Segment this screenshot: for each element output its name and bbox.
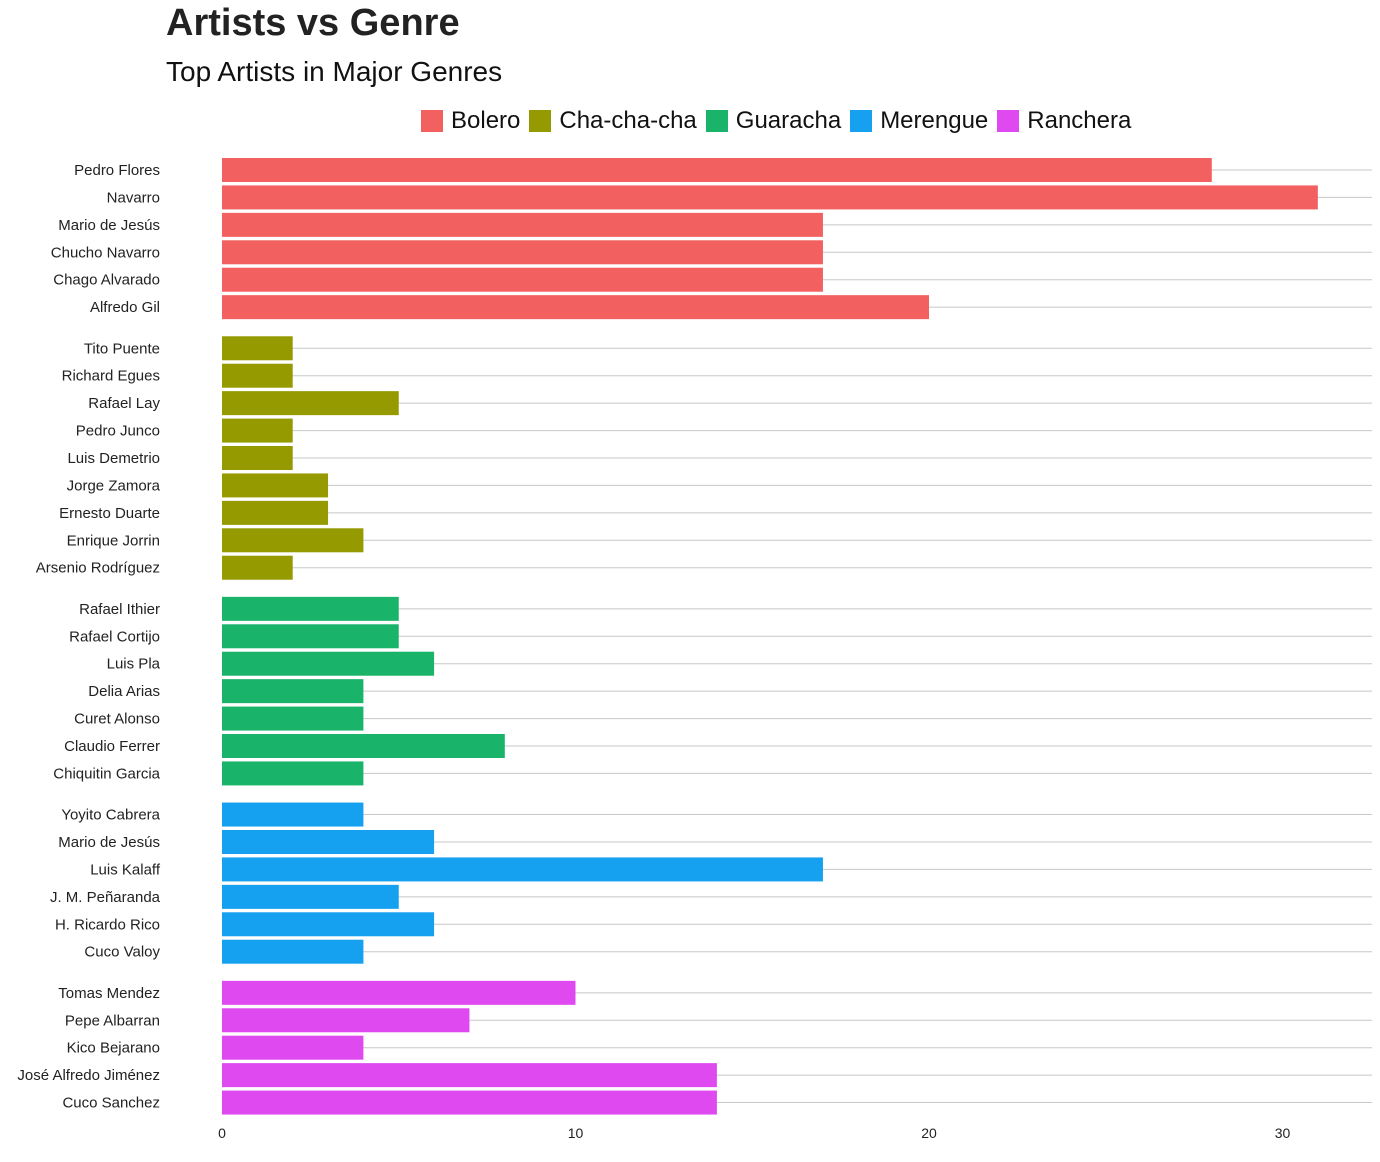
bar-merengue-luis-kalaff xyxy=(222,857,823,882)
bar-cha-cha-cha-jorge-zamora xyxy=(222,473,329,498)
y-tick-label: H. Ricardo Rico xyxy=(55,916,160,933)
legend-label-merengue: Merengue xyxy=(880,107,989,134)
y-tick-label: Luis Demetrio xyxy=(67,450,160,467)
y-tick-label: Luis Pla xyxy=(107,656,161,673)
y-tick-label: Mario de Jesús xyxy=(58,217,160,234)
y-tick-label: Rafael Ithier xyxy=(79,601,160,618)
y-tick-label: Enrique Jorrin xyxy=(67,532,160,549)
legend-swatch-guaracha xyxy=(705,110,728,132)
legend-item-merengue: Merengue xyxy=(850,107,988,135)
bar-merengue-j-m-penaranda xyxy=(222,884,399,909)
x-tick-label: 30 xyxy=(1275,1125,1291,1141)
legend-item-ranchera: Ranchera xyxy=(997,107,1131,135)
x-tick-label: 20 xyxy=(921,1125,937,1141)
y-tick-label: Chiquitin Garcia xyxy=(53,765,160,782)
y-tick-label: Arsenio Rodríguez xyxy=(36,560,160,577)
bar-merengue-h-ricardo-rico xyxy=(222,912,435,937)
y-tick-label: José Alfredo Jiménez xyxy=(17,1067,160,1084)
bar-ranchera-tomas-mendez xyxy=(222,980,576,1005)
bar-cha-cha-cha-rafael-lay xyxy=(222,391,399,416)
bar-guaracha-rafael-ithier xyxy=(222,596,399,621)
y-tick-label: Tito Puente xyxy=(84,340,160,357)
y-tick-label: Chago Alvarado xyxy=(53,272,160,289)
y-tick-label: Pepe Albarran xyxy=(65,1012,160,1029)
bar-cha-cha-cha-arsenio-rodriguez xyxy=(222,555,293,580)
legend-label-guaracha: Guaracha xyxy=(735,107,842,134)
bar-bolero-mario-de-jesus xyxy=(222,212,823,237)
x-tick-label: 10 xyxy=(568,1125,584,1141)
y-tick-label: Curet Alonso xyxy=(74,711,160,728)
y-tick-label: Chucho Navarro xyxy=(51,244,160,261)
bar-merengue-yoyito-cabrera xyxy=(222,802,364,827)
bar-cha-cha-cha-tito-puente xyxy=(222,336,293,361)
legend-swatch-bolero xyxy=(421,110,443,132)
y-tick-label: Richard Egues xyxy=(62,368,160,385)
y-tick-label: Pedro Flores xyxy=(74,162,160,179)
y-tick-label: Kico Bejarano xyxy=(67,1040,160,1057)
bar-bolero-alfredo-gil xyxy=(222,295,929,320)
bar-merengue-mario-de-jesus xyxy=(222,829,435,854)
bar-guaracha-chiquitin-garcia xyxy=(222,761,364,786)
y-tick-label: Delia Arias xyxy=(88,683,160,700)
bar-cha-cha-cha-enrique-jorrin xyxy=(222,528,364,553)
y-tick-label: Alfredo Gil xyxy=(90,299,160,316)
x-tick-label: 0 xyxy=(218,1125,226,1141)
y-tick-label: Ernesto Duarte xyxy=(59,505,160,522)
y-tick-label: J. M. Peñaranda xyxy=(50,889,161,906)
legend-label-bolero: Bolero xyxy=(451,107,521,134)
bar-guaracha-claudio-ferrer xyxy=(222,734,505,758)
legend-item-bolero: Bolero xyxy=(421,107,520,135)
bar-bolero-chago-alvarado xyxy=(222,267,823,292)
legend: Bolero Cha-cha-cha Guaracha Merengue Ran… xyxy=(421,105,1140,137)
y-tick-label: Tomas Mendez xyxy=(58,985,160,1002)
bar-cha-cha-cha-richard-egues xyxy=(222,363,293,388)
bars xyxy=(222,158,1318,1115)
bar-bolero-navarro xyxy=(222,185,1318,210)
bar-bolero-chucho-navarro xyxy=(222,240,823,265)
legend-swatch-cha-cha-cha xyxy=(529,110,552,132)
y-tick-label: Yoyito Cabrera xyxy=(61,807,160,824)
bar-guaracha-curet-alonso xyxy=(222,706,364,731)
legend-item-cha-cha-cha: Cha-cha-cha xyxy=(529,107,697,135)
y-tick-labels: Pedro Flores Navarro Mario de Jesús Chucho … xyxy=(17,162,160,1112)
legend-item-guaracha: Guaracha xyxy=(705,107,842,135)
y-tick-label: Cuco Valoy xyxy=(84,944,160,961)
bar-cha-cha-cha-pedro-junco xyxy=(222,418,293,443)
bar-ranchera-jose-alfredo-jimenez xyxy=(222,1063,717,1088)
bar-ranchera-pepe-albarran xyxy=(222,1008,470,1033)
y-tick-label: Luis Kalaff xyxy=(90,861,161,878)
y-tick-label: Navarro xyxy=(107,189,160,206)
y-tick-label: Cuco Sanchez xyxy=(62,1095,160,1112)
bar-merengue-cuco-valoy xyxy=(222,939,364,964)
y-tick-label: Mario de Jesús xyxy=(58,834,160,851)
legend-swatch-ranchera xyxy=(997,110,1020,132)
y-tick-label: Jorge Zamora xyxy=(67,477,161,494)
x-tick-labels: 0 10 20 30 xyxy=(218,1125,1290,1141)
bar-bolero-pedro-flores xyxy=(222,158,1212,182)
y-tick-label: Pedro Junco xyxy=(76,423,160,440)
bar-guaracha-rafael-cortijo xyxy=(222,624,399,649)
chart-subtitle: Top Artists in Major Genres xyxy=(166,56,503,87)
bar-guaracha-luis-pla xyxy=(222,651,435,676)
legend-label-cha-cha-cha: Cha-cha-cha xyxy=(559,107,697,134)
legend-label-ranchera: Ranchera xyxy=(1027,107,1132,134)
bar-ranchera-kico-bejarano xyxy=(222,1035,364,1060)
y-tick-label: Claudio Ferrer xyxy=(64,738,160,755)
bar-cha-cha-cha-luis-demetrio xyxy=(222,446,293,470)
y-tick-label: Rafael Cortijo xyxy=(69,628,160,645)
bar-guaracha-delia-arias xyxy=(222,679,364,704)
bar-cha-cha-cha-ernesto-duarte xyxy=(222,500,329,525)
chart-title: Artists vs Genre xyxy=(166,2,460,44)
legend-swatch-merengue xyxy=(850,110,873,132)
bar-ranchera-cuco-sanchez xyxy=(222,1090,717,1115)
y-tick-label: Rafael Lay xyxy=(88,395,160,412)
